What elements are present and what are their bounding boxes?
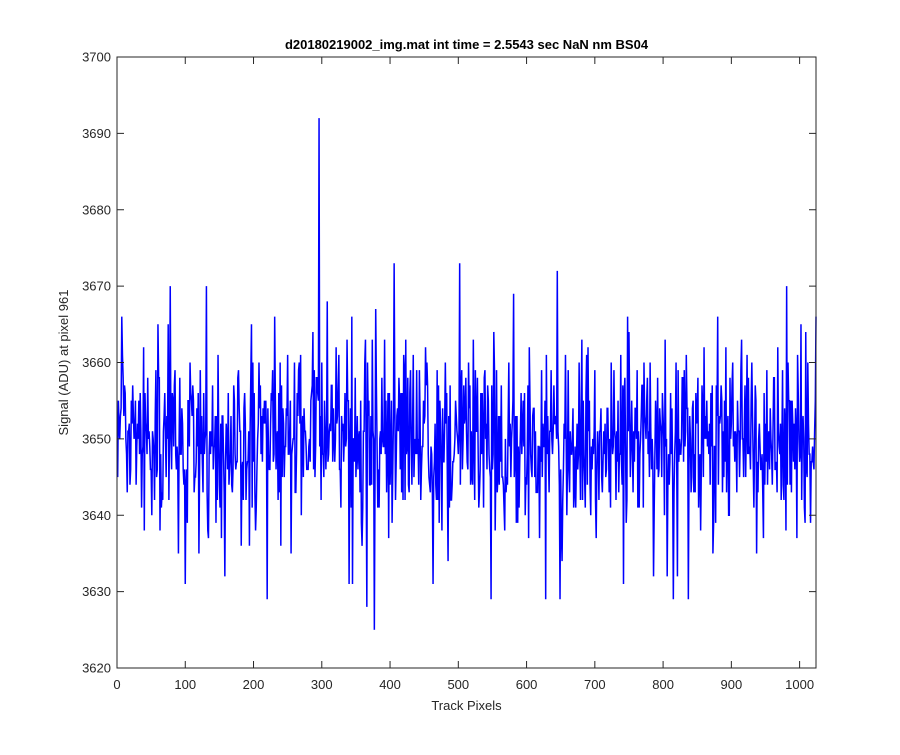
x-tick-label: 500 [447, 677, 469, 692]
x-tick-label: 300 [311, 677, 333, 692]
y-tick-label: 3640 [82, 508, 111, 523]
chart-title: d20180219002_img.mat int time = 2.5543 s… [285, 37, 649, 52]
x-tick-label: 800 [652, 677, 674, 692]
series-layer [116, 118, 817, 630]
x-tick-label: 600 [516, 677, 538, 692]
y-tick-label: 3700 [82, 50, 111, 65]
tick-layer: 0 100 200 300 400 500 600 700 800 900 1000 3620 3630… [82, 50, 816, 692]
y-tick-label: 3630 [82, 584, 111, 599]
x-tick-label: 200 [243, 677, 265, 692]
y-axis-label: Signal (ADU) at pixel 961 [56, 290, 71, 436]
y-tick-label: 3690 [82, 126, 111, 141]
y-tick-label: 3670 [82, 279, 111, 294]
x-tick-label: 1000 [785, 677, 814, 692]
y-tick-label: 3660 [82, 355, 111, 370]
x-axis-label: Track Pixels [431, 698, 502, 713]
y-tick-label: 3620 [82, 661, 111, 676]
plot-background [117, 57, 816, 668]
x-tick-label: 100 [174, 677, 196, 692]
series-line [116, 118, 817, 630]
x-tick-label: 700 [584, 677, 606, 692]
x-tick-label: 400 [379, 677, 401, 692]
y-tick-label: 3680 [82, 202, 111, 217]
x-tick-label: 900 [721, 677, 743, 692]
x-tick-label: 0 [113, 677, 120, 692]
y-tick-label: 3650 [82, 431, 111, 446]
